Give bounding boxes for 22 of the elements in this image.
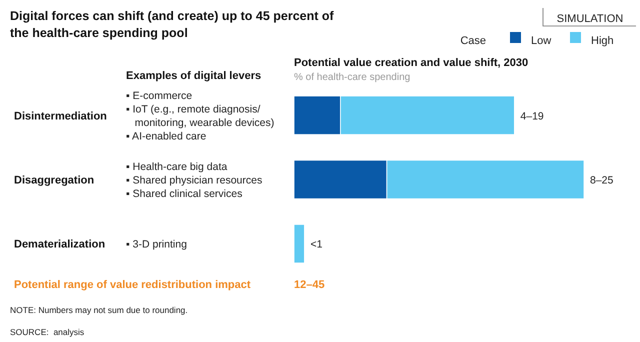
y-tick-label: Disintermediation — [14, 110, 108, 122]
legend-label: High — [591, 35, 614, 47]
legend-title: Case — [460, 35, 486, 47]
text: ▪ E-commerce ▪ IoT (e.g., remote diagnosis/ monitoring, wearable devices) ▪ AI-enabled care — [126, 90, 274, 143]
y-tick-label: Disaggregation — [14, 174, 94, 186]
legend-label: Low — [531, 35, 552, 47]
text: Potential range of value redistribution impact — [14, 279, 251, 291]
text: ▪ Health-care big data ▪ Shared physician resources ▪ Shared clinical services — [126, 161, 262, 200]
chart-subtitle: Potential value creation and value shift, 2030 — [294, 57, 528, 69]
y-tick-label: Dematerialization — [14, 238, 106, 251]
total-label: 4–19 — [520, 110, 544, 122]
text: NOTE: Numbers may not sum due to rounding. — [10, 305, 188, 315]
bar — [294, 224, 305, 264]
text: Examples of digital levers — [126, 70, 262, 82]
x-axis-title: % of health-care spending — [294, 72, 410, 83]
text: SIMULATION — [556, 13, 624, 25]
total-label: 8–25 — [590, 174, 614, 186]
text: Digital forces can shift (and create) up to 45 percent of the health-care spending pool — [10, 9, 335, 40]
total-label: <1 — [310, 238, 323, 251]
text: 12–45 — [294, 279, 325, 291]
source-note: SOURCE: analysis — [10, 327, 84, 337]
text: ▪ 3-D printing — [126, 238, 188, 251]
